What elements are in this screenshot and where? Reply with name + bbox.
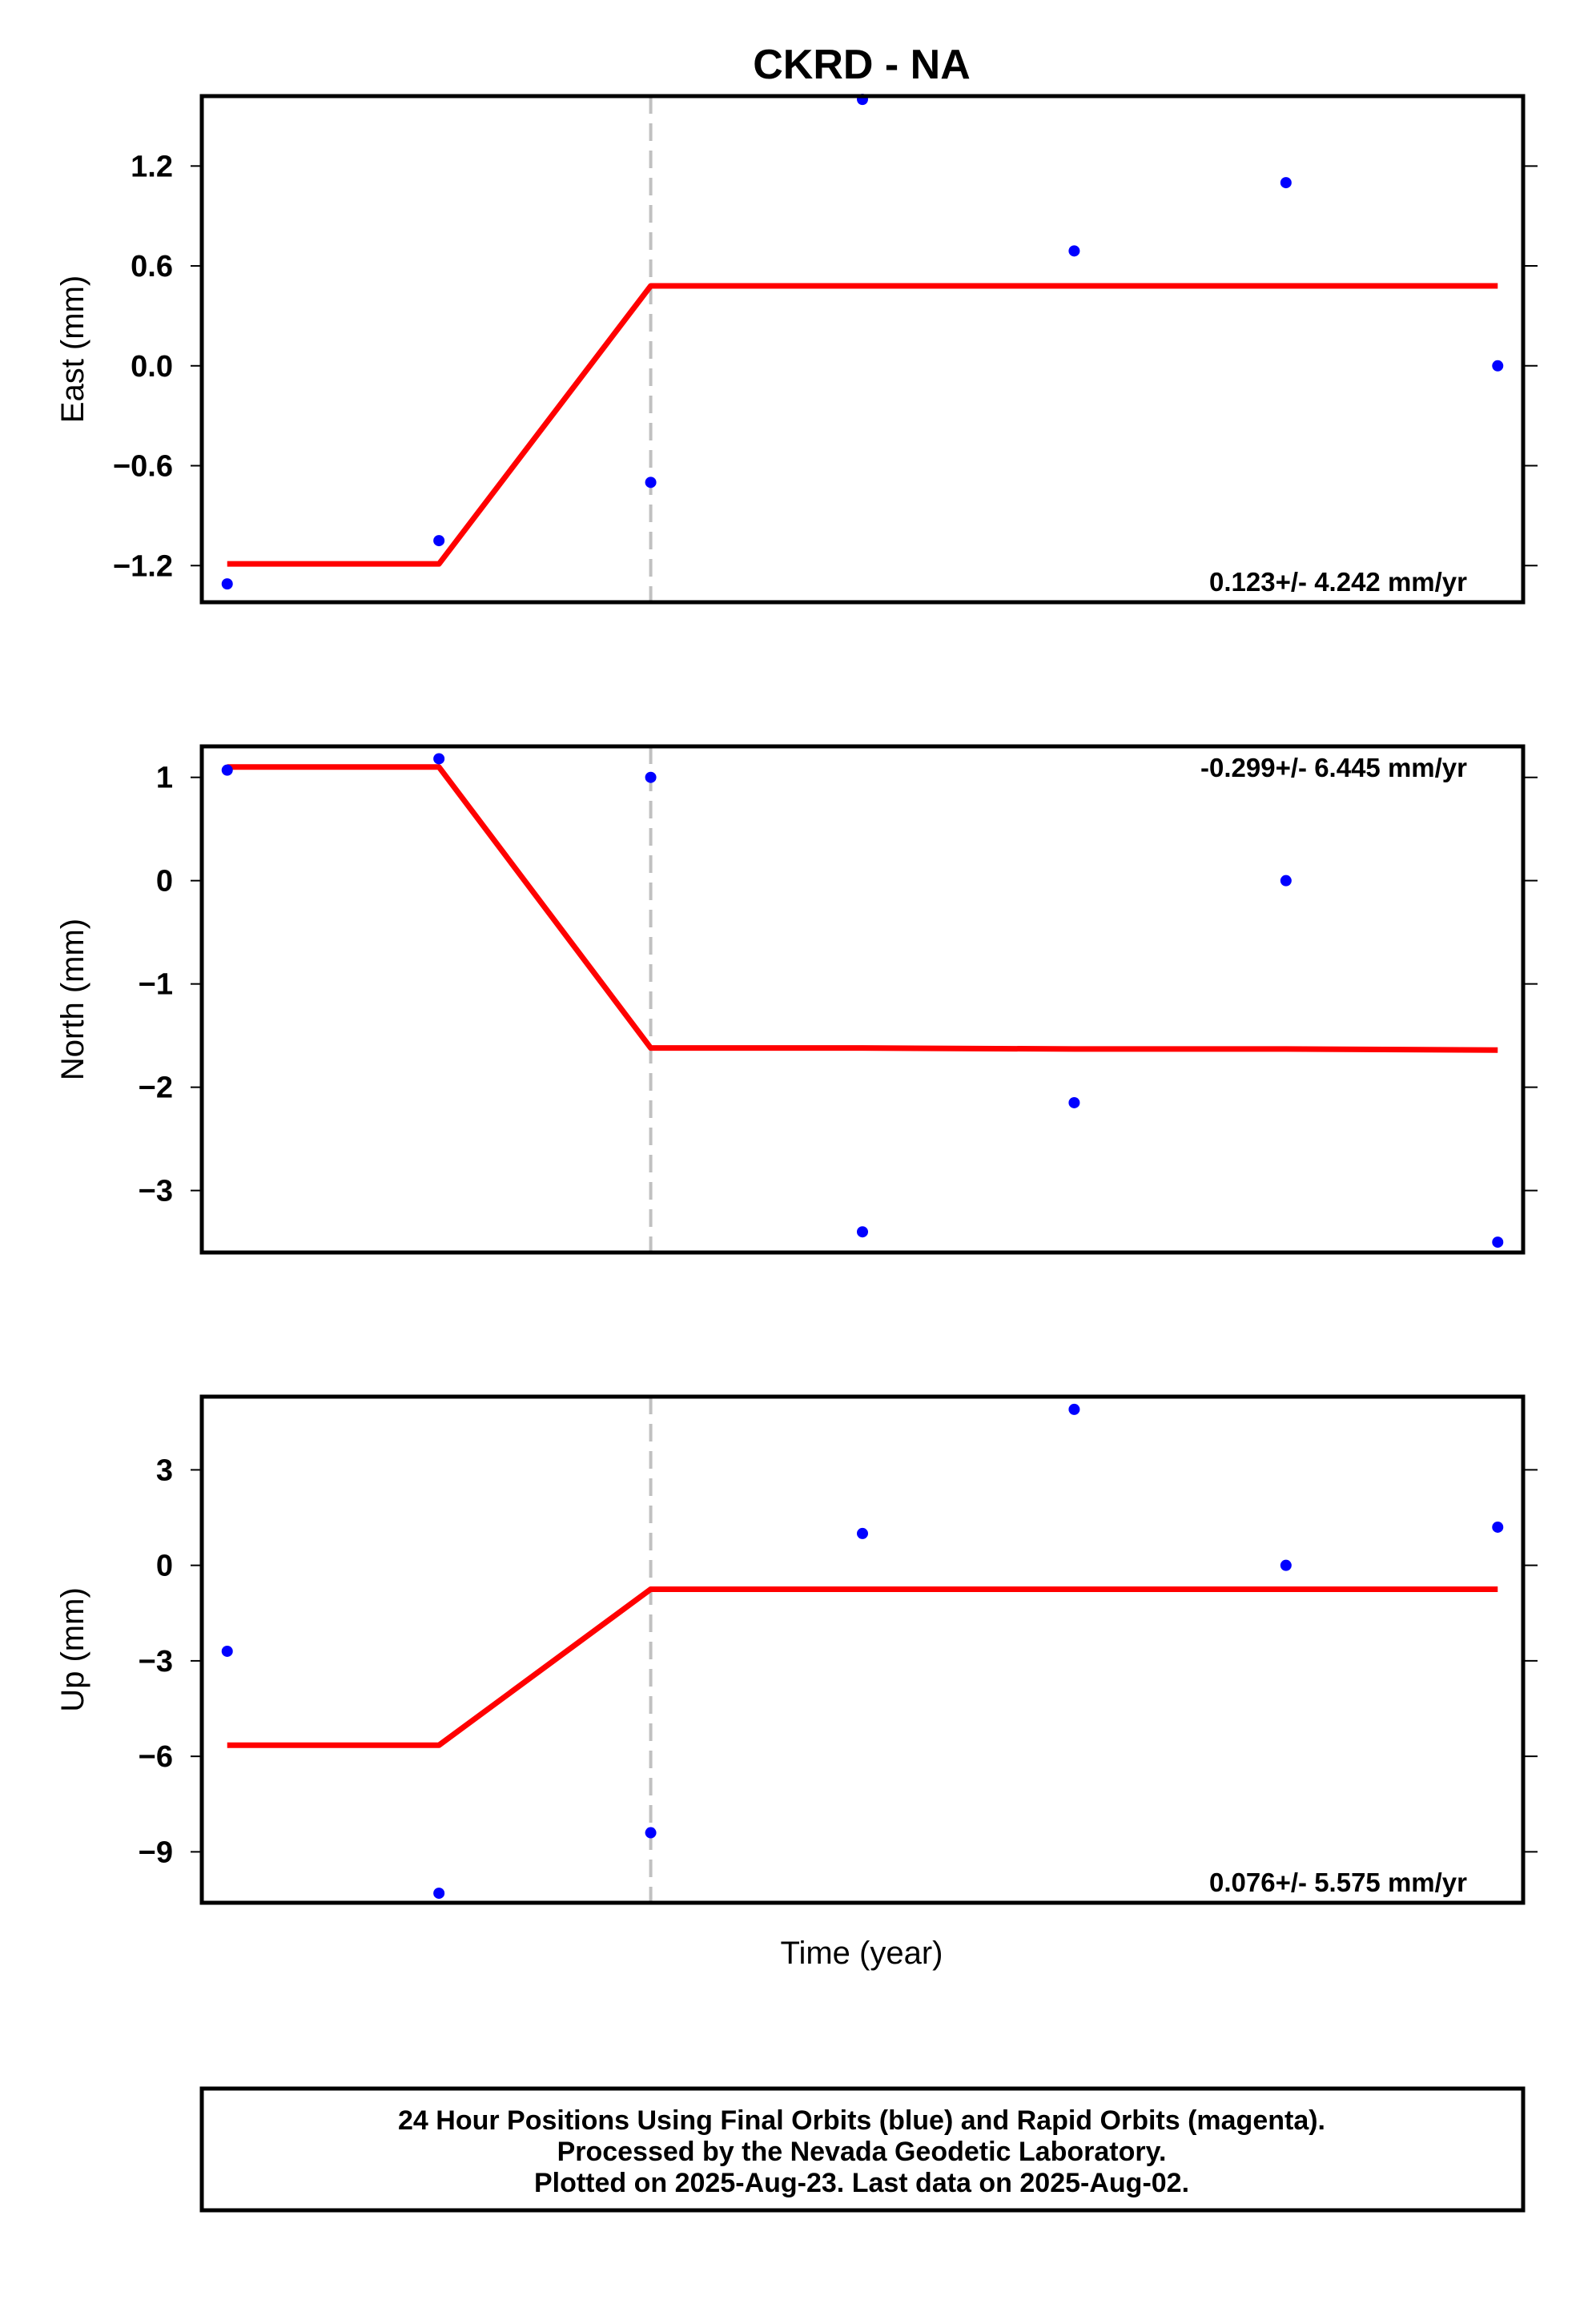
up-data-point xyxy=(221,1645,233,1657)
footer-box: 24 Hour Positions Using Final Orbits (bl… xyxy=(199,2086,1526,2213)
up-data-point xyxy=(1280,1559,1292,1571)
north-data-point xyxy=(221,764,233,776)
up-frame xyxy=(199,1394,1526,1905)
north-data-point xyxy=(1280,875,1292,887)
north-data-point xyxy=(645,771,657,783)
east-data-point xyxy=(433,535,445,547)
east-tick-label: 0.6 xyxy=(131,250,173,283)
north-data-point xyxy=(857,1226,868,1238)
x-axis-label: Time (year) xyxy=(781,1936,943,1971)
up-y-axis-label: Up (mm) xyxy=(55,1587,90,1712)
up-data-point xyxy=(1492,1521,1504,1533)
east-tick-label: −0.6 xyxy=(113,450,173,484)
north-frame xyxy=(199,744,1526,1255)
north-tick-label: 1 xyxy=(156,762,173,795)
north-data-point xyxy=(1068,1096,1080,1108)
north-data-point xyxy=(433,753,445,765)
panels-group: 1.2 0.6 0.0 −0.6 −1.2 East (mm) 0.123+/- 4.242… xyxy=(55,94,1538,1905)
up-panel: 3 0 −3 −6 −9 Up (mm) 0.076+/- 5.575 mm/yr xyxy=(55,1394,1538,1905)
east-data-point xyxy=(1492,360,1504,372)
up-rate-label: 0.076+/- 5.575 mm/yr xyxy=(1209,1868,1467,1897)
up-data-point xyxy=(433,1888,445,1900)
footer-line-2: Processed by the Nevada Geodetic Laborat… xyxy=(557,2137,1167,2167)
east-tick-label: 0.0 xyxy=(131,350,173,384)
up-tick-label: −6 xyxy=(139,1740,173,1774)
east-fit-line xyxy=(227,283,1498,567)
up-data-point xyxy=(1068,1403,1080,1415)
east-y-axis-label: East (mm) xyxy=(55,275,90,423)
east-tick-label: 1.2 xyxy=(131,150,173,183)
up-tick-label: 3 xyxy=(156,1454,173,1487)
north-rate-label: -0.299+/- 6.445 mm/yr xyxy=(1200,753,1467,782)
east-data-point xyxy=(1280,177,1292,189)
north-panel: 1 0 −1 −2 −3 North (mm) -0.299+/- 6.445 mm/yr xyxy=(55,744,1538,1255)
east-panel: 1.2 0.6 0.0 −0.6 −1.2 East (mm) 0.123+/- 4.242… xyxy=(55,94,1538,605)
north-fit-line xyxy=(227,764,1498,1053)
footer-line-3: Plotted on 2025-Aug-23. Last data on 202… xyxy=(534,2168,1189,2198)
east-data-point xyxy=(221,578,233,590)
east-rate-label: 0.123+/- 4.242 mm/yr xyxy=(1209,567,1467,597)
up-fit-line xyxy=(227,1586,1498,1748)
up-tick-label: 0 xyxy=(156,1550,173,1583)
east-frame xyxy=(199,94,1526,605)
up-data-point xyxy=(857,1527,868,1539)
north-tick-label: −2 xyxy=(139,1072,173,1105)
up-tick-label: −9 xyxy=(139,1835,173,1869)
up-data-point xyxy=(645,1827,657,1839)
chart-title: CKRD - NA xyxy=(753,42,971,88)
north-tick-label: −1 xyxy=(139,968,173,1002)
north-y-axis-label: North (mm) xyxy=(55,919,90,1080)
footer-frame xyxy=(199,2086,1526,2213)
east-tick-label: −1.2 xyxy=(113,549,173,583)
east-data-point xyxy=(1068,245,1080,257)
north-tick-label: 0 xyxy=(156,865,173,899)
north-tick-label: −3 xyxy=(139,1175,173,1208)
footer-line-1: 24 Hour Positions Using Final Orbits (bl… xyxy=(398,2105,1325,2136)
east-data-point xyxy=(645,476,657,489)
up-tick-label: −3 xyxy=(139,1645,173,1679)
north-data-point xyxy=(1492,1236,1504,1248)
